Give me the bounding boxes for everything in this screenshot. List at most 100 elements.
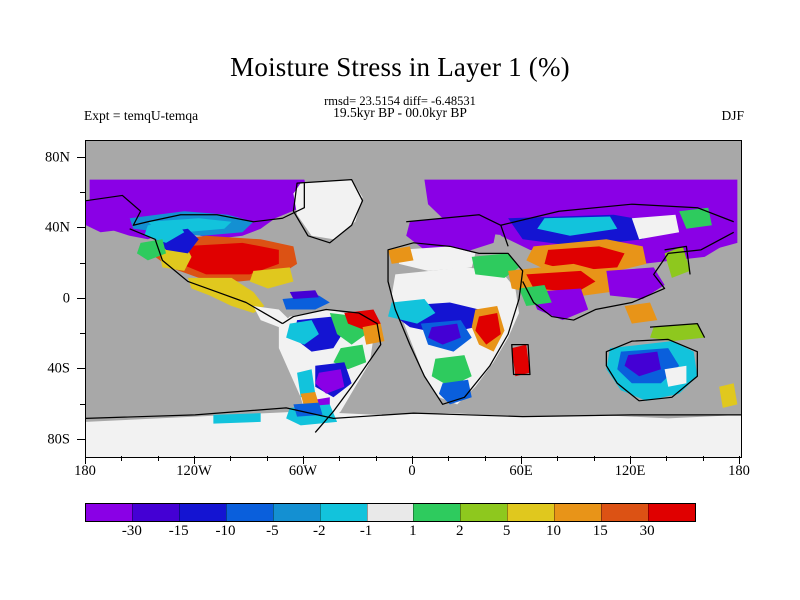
region-cuba [289, 290, 319, 299]
x-tick-major [303, 456, 305, 464]
x-axis-label-2: 60W [288, 463, 318, 479]
colorbar-band-9 [507, 504, 555, 521]
region-amazon-cyan [286, 320, 319, 345]
x-tick-minor [594, 456, 595, 461]
region-southern-africa-green [431, 355, 472, 387]
region-argentina-violet [315, 369, 345, 394]
y-axis-label-1: 40N [45, 219, 70, 236]
region-new-guinea [650, 323, 705, 342]
season-label: DJF [721, 108, 744, 123]
x-tick-minor [485, 456, 486, 461]
x-tick-major [630, 456, 632, 464]
region-pacific-nw-cyan [144, 221, 185, 243]
colorbar [85, 503, 696, 522]
y-axis-label-3: 40S [47, 360, 70, 377]
colorbar-band-8 [460, 504, 508, 521]
colorbar-band-11 [601, 504, 649, 521]
colorbar-tick-label-5: -1 [359, 523, 373, 539]
region-sea-islands [624, 302, 658, 324]
x-axis-label-4: 60E [509, 463, 533, 479]
region-china-violet [606, 267, 665, 299]
region-middle-east-green [471, 253, 520, 278]
statistics-annotation: rmsd= 23.5154 diff= -6.48531 [324, 94, 476, 108]
region-madagascar [511, 344, 530, 377]
region-congo-violet [428, 323, 461, 345]
colorbar-tick-label-0: -30 [121, 523, 142, 539]
y-tick-minor [80, 333, 85, 334]
colorbar-tick-label-9: 10 [545, 523, 561, 539]
region-alaska-west [86, 197, 141, 233]
world-map [86, 141, 741, 457]
x-tick-minor [448, 456, 449, 461]
region-sahel-cyan [388, 299, 436, 324]
y-tick-major [77, 368, 85, 370]
y-tick-major [77, 227, 85, 229]
colorbar-tick-label-3: -5 [266, 523, 279, 539]
colorbar-band-12 [648, 504, 695, 521]
x-tick-minor [703, 456, 704, 461]
period-annotation: 19.5kyr BP - 00.0kyr BP [333, 105, 467, 120]
y-tick-major [77, 298, 85, 300]
colorbar-band-3 [225, 504, 273, 521]
region-caribbean-blue [282, 295, 330, 310]
x-tick-minor [267, 456, 268, 461]
y-tick-minor [80, 192, 85, 193]
colorbar-tick-label-7: 2 [456, 523, 464, 539]
x-tick-minor [376, 456, 377, 461]
x-tick-major [194, 456, 196, 464]
region-new-zealand [719, 383, 738, 408]
map-plot-area [85, 140, 742, 458]
y-tick-major [77, 157, 85, 159]
region-greenland [293, 179, 363, 240]
region-antarctic-blue-deep [293, 402, 323, 417]
x-axis-label-6: 180 [728, 463, 750, 479]
x-tick-minor [230, 456, 231, 461]
colorbar-tick-label-11: 30 [639, 523, 655, 539]
x-tick-major [412, 456, 414, 464]
colorbar-band-2 [178, 504, 226, 521]
region-usa-southeast-yellow [249, 267, 294, 289]
region-chile-cyan [297, 369, 316, 398]
x-axis-label-5: 120E [614, 463, 646, 479]
x-tick-major [521, 456, 523, 464]
region-ne-asia-white [631, 214, 680, 240]
experiment-label: Expt = temqU-temqa [84, 108, 199, 123]
colorbar-tick-label-8: 5 [502, 523, 511, 539]
region-iberia-orange [388, 246, 414, 264]
page-title: Moisture Stress in Layer 1 (%) [230, 52, 570, 82]
data-field [86, 179, 741, 457]
x-axis-label-0: 180 [74, 463, 96, 479]
y-axis-label-2: 0 [62, 290, 70, 307]
y-axis-label-0: 80N [45, 149, 70, 166]
region-east-africa-red [475, 313, 501, 345]
y-axis-label-4: 80S [47, 431, 70, 448]
region-siberia-cyan [537, 216, 618, 236]
region-antarctica [86, 411, 741, 457]
y-tick-major [77, 439, 85, 441]
colorbar-tick-label-1: -15 [168, 523, 189, 539]
y-tick-minor [80, 404, 85, 405]
region-antarctic-coast-streak [213, 413, 261, 424]
x-tick-minor [557, 456, 558, 461]
coastlines [86, 179, 741, 433]
colorbar-tick-label-4: -2 [312, 523, 326, 539]
colorbar-tick-label-2: -10 [215, 523, 236, 539]
y-tick-minor [80, 263, 85, 264]
colorbar-band-10 [554, 504, 602, 521]
x-tick-minor [339, 456, 340, 461]
region-australia-core-violet [624, 351, 661, 377]
x-tick-major [739, 456, 741, 464]
x-tick-minor [666, 456, 667, 461]
colorbar-tick-label-6: 1 [409, 523, 417, 539]
x-tick-minor [158, 456, 159, 461]
region-kamchatka-green [679, 207, 712, 229]
colorbar-band-1 [131, 504, 179, 521]
x-tick-major [85, 456, 87, 464]
x-axis-label-3: 0 [408, 463, 416, 479]
x-axis-label-1: 120W [176, 463, 212, 479]
colorbar-band-5 [319, 504, 367, 521]
colorbar-band-0 [86, 504, 132, 521]
x-tick-minor [121, 456, 122, 461]
region-central-asia-red [544, 246, 625, 271]
region-california-green [136, 239, 167, 261]
